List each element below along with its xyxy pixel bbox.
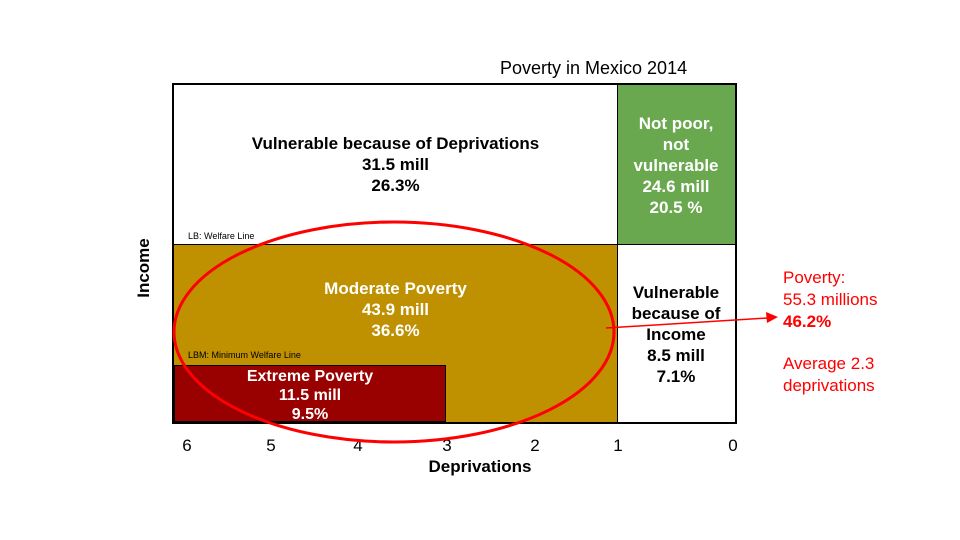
np-line1: Not poor, (638, 114, 714, 133)
ext-millions: 11.5 mill (278, 387, 342, 404)
np-millions: 24.6 mill (642, 177, 710, 196)
vd-millions: 31.5 mill (361, 155, 430, 174)
vd-percent: 26.3% (371, 176, 420, 195)
x-tick-2: 2 (530, 436, 540, 455)
annotation-arrow-head (766, 312, 778, 323)
x-tick-0: 0 (728, 436, 738, 455)
label-vulnerable-income: Vulnerable because of Income 8.5 mill 7.… (617, 282, 735, 387)
annot-deprivations-label: deprivations (783, 376, 875, 395)
x-tick-1: 1 (613, 436, 623, 455)
vd-title: Vulnerable because of Deprivations (251, 134, 540, 153)
region-extreme-poverty (174, 365, 446, 422)
divider-deprivation-1 (617, 85, 618, 423)
annot-average-label: Average 2.3 (783, 354, 875, 373)
np-line3: vulnerable (633, 156, 719, 175)
chart-title: Poverty in Mexico 2014 (500, 58, 688, 78)
annot-poverty-percent: 46.2% (783, 312, 832, 331)
annot-poverty-millions: 55.3 millions (783, 290, 878, 309)
divider-welfare-line (174, 244, 735, 245)
region-not-poor (617, 85, 735, 244)
region-vulnerable-deprivations (174, 85, 617, 244)
annot-poverty-label: Poverty: (783, 268, 846, 287)
label-vulnerable-deprivations: Vulnerable because of Deprivations 31.5 … (174, 133, 617, 196)
x-tick-6: 6 (182, 436, 192, 455)
label-not-poor: Not poor, not vulnerable 24.6 mill 20.5 … (617, 113, 735, 218)
label-moderate-poverty: Moderate Poverty 43.9 mill 36.6% (174, 278, 617, 341)
np-percent: 20.5 % (649, 198, 703, 217)
label-extreme-poverty: Extreme Poverty 11.5 mill 9.5% (174, 367, 446, 424)
ext-title: Extreme Poverty (246, 368, 374, 385)
mod-percent: 36.6% (371, 321, 420, 340)
poverty-annotation: Poverty: 55.3 millions 46.2% Average 2.3… (783, 267, 878, 397)
vi-line2: because of (631, 304, 721, 323)
annot-spacer (783, 333, 878, 353)
x-tick-5: 5 (266, 436, 276, 455)
vi-line3: Income (646, 325, 706, 344)
vi-percent: 7.1% (656, 367, 696, 386)
welfare-line-label: LB: Welfare Line (188, 231, 255, 241)
region-vulnerable-income (617, 244, 735, 422)
x-tick-4: 4 (353, 436, 363, 455)
mod-millions: 43.9 mill (361, 300, 430, 319)
x-axis-label: Deprivations (428, 457, 532, 476)
vi-millions: 8.5 mill (647, 346, 705, 365)
np-line2: not (662, 135, 690, 154)
vi-line1: Vulnerable (632, 283, 720, 302)
ext-percent: 9.5% (291, 406, 329, 423)
annotation-arrow-line (605, 317, 769, 329)
x-tick-3: 3 (442, 436, 452, 455)
mod-title: Moderate Poverty (324, 279, 467, 298)
minimum-welfare-line-label: LBM: Minimum Welfare Line (188, 350, 301, 360)
poverty-ellipse (172, 220, 616, 444)
